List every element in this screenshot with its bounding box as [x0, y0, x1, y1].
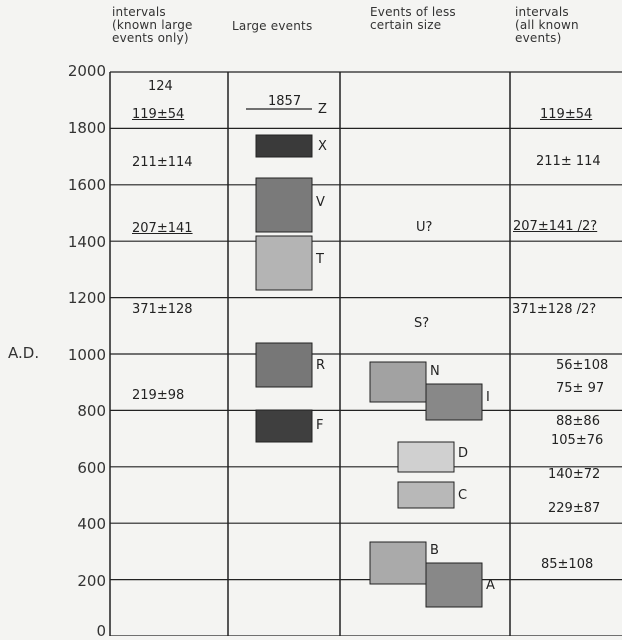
interval-all-5: 75± 97: [556, 381, 605, 396]
event-box-f: [255, 409, 313, 443]
tick-200: 200: [77, 572, 106, 590]
interval-all-0: 119±54: [540, 107, 593, 122]
event-box-i: [425, 383, 483, 421]
axis-title-ad: A.D.: [8, 344, 40, 362]
header-less-certain: Events of less certain size: [370, 5, 456, 32]
event-box-t: [255, 235, 313, 291]
tick-400: 400: [77, 515, 106, 533]
event-box-d: [397, 441, 455, 473]
label-s: S?: [414, 316, 430, 331]
label-c: C: [458, 488, 468, 503]
interval-large-1: 119±54: [132, 107, 185, 122]
interval-all-8: 140±72: [548, 467, 601, 482]
event-box-r: [255, 342, 313, 388]
event-box-c: [397, 481, 455, 509]
tick-1000: 1000: [67, 346, 106, 364]
interval-all-1: 211± 114: [536, 154, 601, 169]
interval-all-4: 56±108: [556, 358, 609, 373]
event-box-b: [369, 541, 427, 585]
event-box-n: [369, 361, 427, 403]
interval-all-9: 229±87: [548, 501, 601, 516]
tick-1400: 1400: [67, 233, 106, 251]
grid-lines: [110, 71, 622, 636]
label-d: D: [458, 446, 469, 461]
tick-1200: 1200: [67, 289, 106, 307]
label-b: B: [430, 543, 439, 558]
interval-large-0: 124: [148, 79, 173, 94]
tick-1800: 1800: [67, 119, 106, 137]
interval-large-3: 207±141: [132, 221, 193, 236]
event-box-a: [425, 562, 483, 608]
interval-large-2: 211±114: [132, 155, 193, 170]
label-z: Z: [318, 102, 327, 117]
interval-all-10: 85±108: [541, 557, 594, 572]
label-u: U?: [416, 220, 433, 235]
year-1857: 1857: [268, 94, 302, 109]
interval-all-6: 88±86: [556, 414, 600, 429]
interval-all-3: 371±128 /2?: [512, 302, 597, 317]
interval-all-2: 207±141 /2?: [513, 219, 598, 234]
label-n: N: [430, 364, 440, 379]
event-box-v: [255, 177, 313, 233]
label-f: F: [316, 418, 324, 433]
label-r: R: [316, 358, 326, 373]
label-v: V: [316, 195, 325, 210]
tick-0: 0: [96, 622, 106, 640]
label-t: T: [316, 252, 324, 267]
interval-large-5: 219±98: [132, 388, 185, 403]
header-large-events: Large events: [232, 19, 313, 33]
header-intervals-large: intervals (known large events only): [112, 5, 193, 45]
label-i: I: [486, 390, 490, 405]
tick-2000: 2000: [67, 62, 106, 80]
interval-all-7: 105±76: [551, 433, 604, 448]
label-x: X: [318, 139, 327, 154]
tick-1600: 1600: [67, 176, 106, 194]
tick-800: 800: [77, 402, 106, 420]
header-intervals-all: intervals (all known events): [515, 5, 579, 45]
label-a: A: [486, 578, 495, 593]
tick-600: 600: [77, 459, 106, 477]
interval-large-4: 371±128: [132, 302, 193, 317]
event-box-x: [255, 134, 313, 158]
